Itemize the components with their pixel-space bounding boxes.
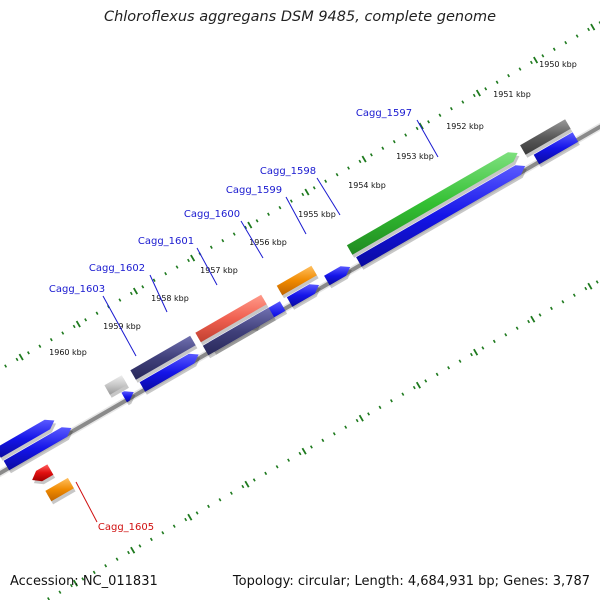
gene-label-layer: Cagg_1597 Cagg_1598 Cagg_1599 Cagg_1600 Cagg… (49, 108, 439, 533)
gene-label: Cagg_1597 (356, 108, 412, 119)
feature-block (0, 419, 57, 461)
feature-block (346, 152, 520, 258)
map-title: Chloroflexus aggregans DSM 9485, complet… (103, 9, 497, 25)
feature-block (533, 132, 580, 168)
tick-label: 1955 kbp (298, 210, 336, 219)
feature-block (286, 284, 321, 310)
label-connector (416, 119, 439, 158)
feature-track (0, 119, 580, 505)
feature-block (104, 375, 129, 398)
tick-label: 1951 kbp (493, 90, 531, 99)
tick-label: 1958 kbp (151, 294, 189, 303)
topology-text: Topology: circular; Length: 4,684,931 bp… (232, 574, 590, 589)
tick-label: 1950 kbp (539, 60, 577, 69)
feature-block (32, 464, 56, 485)
label-connector (196, 247, 218, 286)
feature-block (121, 391, 136, 406)
gene-label: Cagg_1603 (49, 284, 105, 295)
tick-label: 1957 kbp (200, 266, 238, 275)
gene-label: Cagg_1602 (89, 263, 145, 274)
tick-label: 1952 kbp (446, 122, 484, 131)
label-connector (285, 196, 307, 235)
feature-block (139, 353, 201, 395)
feature-block (3, 427, 74, 474)
accession-text: Accession: NC_011831 (10, 574, 158, 589)
label-connector (316, 177, 341, 216)
gene-label: Cagg_1598 (260, 166, 316, 177)
label-connector (149, 274, 168, 313)
feature-block (130, 335, 198, 383)
feature-block (324, 266, 352, 289)
feature-block (356, 165, 527, 270)
tick-label: 1954 kbp (348, 181, 386, 190)
feature-block (276, 265, 319, 299)
gene-label: Cagg_1600 (184, 209, 240, 220)
feature-block (202, 307, 276, 359)
tick-label: 1959 kbp (103, 322, 141, 331)
tick-label: 1960 kbp (49, 348, 87, 357)
label-connector (240, 220, 264, 259)
tick-track: 1950 kbp 1951 kbp 1952 kbp 1953 kbp 1954 kbp… (4, 21, 600, 600)
label-connector (102, 295, 137, 357)
feature-block (195, 294, 269, 346)
label-connector (75, 481, 98, 523)
tick-label: 1956 kbp (249, 238, 287, 247)
gene-label: Cagg_1605 (98, 522, 154, 533)
gene-label: Cagg_1601 (138, 236, 194, 247)
feature-block (45, 477, 76, 505)
tick-label: 1953 kbp (396, 152, 434, 161)
gene-label: Cagg_1599 (226, 185, 282, 196)
feature-block (520, 119, 573, 158)
